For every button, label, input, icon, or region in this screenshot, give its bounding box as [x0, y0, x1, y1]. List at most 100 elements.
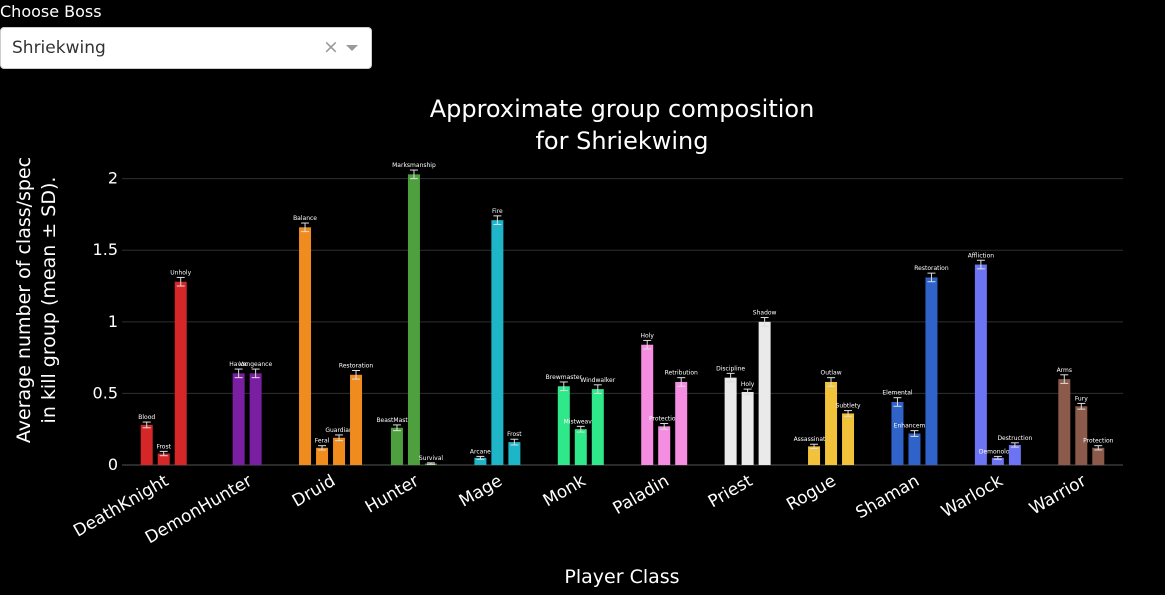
- y-tick-label: 0: [108, 455, 118, 474]
- x-tick-label: Shaman: [853, 471, 923, 523]
- bar-warlock-affliction: [974, 264, 987, 465]
- spec-label: Protection: [649, 415, 680, 422]
- spec-label: Frost: [507, 431, 522, 438]
- bar-mage-arcane: [474, 457, 487, 465]
- spec-label: Mistweaver: [564, 418, 599, 425]
- clear-icon[interactable]: ×: [323, 36, 339, 58]
- x-tick-label: Hunter: [362, 471, 423, 518]
- bar-priest-holy: [741, 391, 754, 465]
- spec-label: Balance: [293, 215, 317, 222]
- y-tick-label: 2: [108, 169, 118, 188]
- spec-label: Outlaw: [820, 370, 841, 377]
- x-tick-label: Warlock: [938, 471, 1007, 522]
- spec-label: Fury: [1075, 395, 1088, 402]
- spec-label: Subtlety: [836, 403, 861, 410]
- spec-label: Marksmanship: [392, 162, 436, 169]
- bar-paladin-protection: [658, 426, 671, 465]
- spec-label: Arms: [1057, 367, 1072, 374]
- bar-rogue-assassination: [808, 446, 821, 465]
- spec-label: BeastMastery: [376, 417, 417, 424]
- spec-label: Havoc: [229, 361, 248, 368]
- bar-rogue-outlaw: [825, 381, 838, 465]
- spec-label: Demonology: [979, 448, 1017, 455]
- bar-monk-brewmaster: [557, 386, 570, 465]
- grid-lines: [122, 178, 1123, 466]
- bar-priest-discipline: [724, 377, 737, 465]
- spec-label: Holy: [741, 381, 755, 388]
- bar-deathknight-frost: [157, 453, 170, 465]
- spec-label: Elemental: [882, 390, 913, 397]
- y-tick-label: 1.5: [93, 240, 118, 259]
- bar-mage-frost: [508, 442, 521, 465]
- x-axis-label: Player Class: [564, 566, 679, 588]
- bar-warlock-destruction: [1008, 444, 1021, 465]
- spec-label: Enhancement: [894, 423, 936, 430]
- bar-monk-mistweaver: [574, 429, 587, 465]
- spec-label: Destruction: [997, 435, 1032, 442]
- bar-shaman-enhancement: [908, 433, 921, 465]
- spec-label: Retribution: [665, 370, 698, 377]
- spec-label: Assassination: [794, 436, 835, 443]
- y-axis-label-line-1: Average number of class/spec: [13, 157, 35, 443]
- x-tick-label: Monk: [540, 471, 590, 511]
- spec-label: Arcane: [470, 448, 491, 455]
- bar-monk-windwalker: [591, 389, 604, 465]
- spec-label: Survival: [419, 455, 444, 462]
- bar-deathknight-blood: [140, 424, 153, 465]
- x-tick-label: Priest: [705, 471, 757, 512]
- chevron-down-icon[interactable]: [346, 45, 358, 51]
- bar-demonhunter-vengeance: [249, 373, 262, 465]
- spec-label: Vengeance: [239, 361, 272, 368]
- spec-label: Holy: [641, 332, 655, 339]
- bar-druid-guardian: [333, 437, 346, 465]
- spec-label: Fire: [492, 208, 503, 215]
- bar-hunter-beastmastery: [390, 427, 403, 465]
- chart-title-line-1: Approximate group composition: [430, 95, 815, 123]
- spec-label: Guardian: [325, 427, 353, 434]
- bar-deathknight-unholy: [174, 281, 187, 465]
- spec-label: Restoration: [914, 265, 949, 272]
- x-tick-label: Rogue: [783, 471, 839, 515]
- bar-rogue-subtlety: [842, 413, 855, 465]
- bar-priest-shadow: [758, 321, 771, 465]
- y-axis-label-line-2: in kill group (mean ± SD).: [38, 177, 60, 424]
- bar-shaman-elemental: [891, 402, 904, 465]
- spec-label: Shadow: [753, 310, 777, 317]
- x-tick-label: Paladin: [610, 471, 673, 519]
- bar-warlock-demonology: [991, 457, 1004, 465]
- spec-label: Affliction: [968, 252, 995, 259]
- bar-warrior-arms: [1058, 379, 1071, 465]
- bar-paladin-retribution: [675, 381, 688, 465]
- spec-label: Protection: [1083, 438, 1114, 445]
- spec-label: Restoration: [339, 363, 374, 370]
- bar-paladin-holy: [641, 344, 654, 465]
- spec-label: Unholy: [170, 269, 191, 276]
- boss-select[interactable]: Shriekwing ×: [0, 27, 372, 69]
- y-tick-labels: 0 0.5 1 1.5 2: [93, 169, 118, 474]
- bar-warrior-fury: [1075, 406, 1088, 465]
- bar-hunter-marksmanship: [407, 174, 420, 465]
- spec-label: Frost: [156, 443, 171, 450]
- bar-demonhunter-havoc: [232, 373, 245, 465]
- y-tick-label: 1: [108, 312, 118, 331]
- bar-druid-feral: [316, 447, 329, 465]
- spec-label: Windwalker: [580, 377, 615, 384]
- bar-druid-balance: [299, 227, 312, 465]
- spec-label: Brewmaster: [546, 374, 583, 381]
- bar-mage-fire: [491, 220, 504, 465]
- spec-label: Feral: [315, 438, 330, 445]
- bar-druid-restoration: [350, 374, 363, 465]
- spec-label: Blood: [138, 414, 155, 421]
- x-tick-label: Mage: [456, 471, 506, 511]
- spec-label: Discipline: [716, 365, 745, 372]
- bar-warrior-protection: [1092, 447, 1105, 465]
- y-tick-label: 0.5: [93, 383, 118, 402]
- boss-select-label: Choose Boss: [0, 2, 102, 21]
- x-tick-label: Druid: [289, 471, 339, 512]
- boss-select-value: Shriekwing: [12, 38, 106, 58]
- chart-title-line-2: for Shriekwing: [535, 127, 708, 155]
- bar-shaman-restoration: [925, 277, 938, 465]
